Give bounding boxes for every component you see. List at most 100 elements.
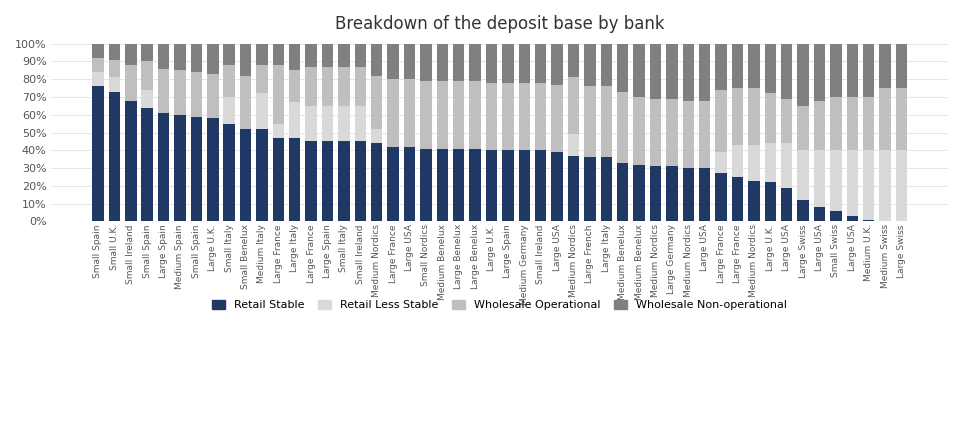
Bar (552, 84, 563, 152)
Bar (354, 141, 366, 221)
Bar (240, 44, 251, 76)
Bar (846, 216, 858, 221)
Bar (732, 44, 743, 88)
Bar (469, 81, 481, 148)
Bar (92, 44, 104, 58)
Bar (716, 152, 727, 173)
Bar (634, 97, 645, 164)
Bar (502, 83, 513, 150)
Bar (552, 152, 563, 221)
Title: Breakdown of the deposit base by bank: Breakdown of the deposit base by bank (335, 15, 664, 33)
Bar (716, 44, 727, 90)
Bar (403, 79, 415, 147)
Bar (748, 44, 760, 88)
Bar (781, 44, 793, 99)
Bar (240, 129, 251, 221)
Bar (142, 44, 153, 61)
Bar (601, 86, 612, 157)
Bar (699, 44, 711, 101)
Bar (863, 150, 874, 219)
Bar (436, 81, 448, 148)
Bar (699, 101, 711, 168)
Bar (748, 88, 760, 145)
Bar (863, 44, 874, 97)
Bar (469, 44, 481, 81)
Bar (371, 129, 382, 143)
Bar (273, 44, 284, 65)
Bar (289, 102, 300, 138)
Bar (485, 150, 497, 221)
Bar (223, 97, 235, 124)
Bar (174, 115, 186, 221)
Bar (273, 124, 284, 138)
Bar (617, 44, 629, 92)
Bar (568, 135, 580, 156)
Bar (519, 150, 530, 221)
Bar (716, 173, 727, 221)
Bar (617, 92, 629, 163)
Bar (830, 211, 842, 221)
Bar (846, 44, 858, 97)
Bar (322, 106, 333, 141)
Bar (453, 81, 464, 148)
Bar (191, 117, 202, 221)
Bar (420, 148, 431, 221)
Bar (240, 76, 251, 129)
Bar (863, 219, 874, 221)
Bar (322, 141, 333, 221)
Bar (109, 77, 120, 92)
Bar (519, 44, 530, 83)
Bar (748, 181, 760, 221)
Bar (207, 74, 219, 118)
Bar (436, 148, 448, 221)
Bar (142, 90, 153, 108)
Bar (502, 150, 513, 221)
Bar (289, 70, 300, 102)
Bar (207, 118, 219, 221)
Bar (617, 163, 629, 221)
Bar (765, 182, 776, 221)
Bar (387, 79, 399, 147)
Bar (585, 44, 596, 86)
Bar (158, 113, 169, 221)
Bar (748, 145, 760, 181)
Bar (256, 129, 268, 221)
Bar (420, 81, 431, 148)
Bar (650, 166, 662, 221)
Bar (732, 88, 743, 145)
Bar (453, 148, 464, 221)
Bar (797, 44, 809, 106)
Bar (781, 143, 793, 188)
Bar (207, 44, 219, 74)
Bar (716, 90, 727, 152)
Bar (814, 44, 825, 101)
Bar (191, 44, 202, 72)
Bar (322, 67, 333, 106)
Bar (765, 93, 776, 143)
Bar (879, 88, 891, 150)
Bar (420, 44, 431, 81)
Bar (814, 150, 825, 207)
Bar (371, 44, 382, 76)
Bar (273, 65, 284, 124)
Bar (485, 44, 497, 83)
Bar (109, 92, 120, 221)
Bar (338, 141, 350, 221)
Bar (338, 106, 350, 141)
Bar (879, 44, 891, 88)
Bar (305, 44, 317, 67)
Bar (896, 150, 907, 221)
Bar (601, 44, 612, 86)
Bar (92, 72, 104, 86)
Bar (109, 59, 120, 77)
Bar (896, 44, 907, 88)
Bar (879, 150, 891, 221)
Bar (666, 166, 678, 221)
Bar (387, 44, 399, 79)
Bar (683, 101, 694, 168)
Bar (174, 44, 186, 70)
Bar (535, 44, 546, 83)
Bar (256, 44, 268, 65)
Bar (797, 106, 809, 150)
Bar (453, 44, 464, 81)
